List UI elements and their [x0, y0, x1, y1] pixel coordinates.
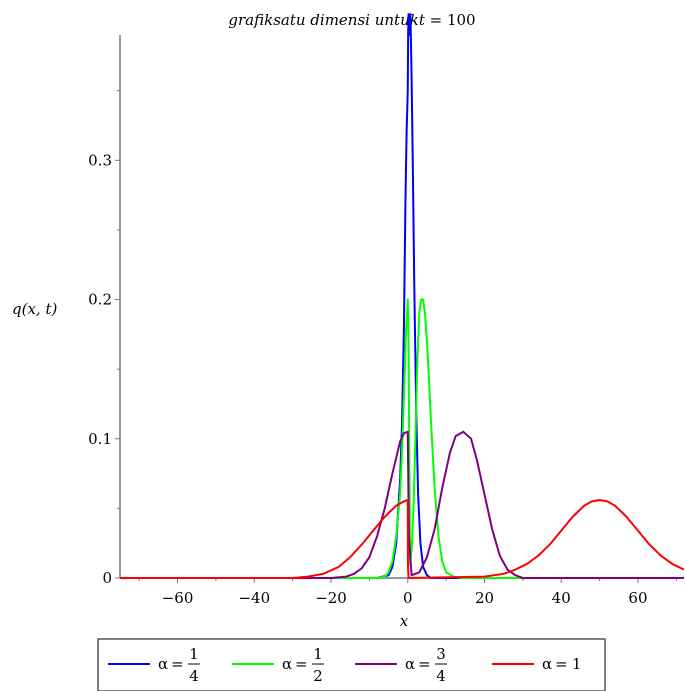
legend-denominator: 2	[313, 667, 323, 685]
legend-numerator: 3	[436, 645, 446, 663]
axes: −60 −40 −20 0 20 40 60 0 0.1 0.2 0.3	[88, 35, 684, 607]
legend-numerator: 1	[313, 645, 323, 663]
legend-items: α =14α =12α =34α = 1	[108, 645, 582, 685]
series-layer	[120, 13, 685, 579]
y-tick-label: 0	[102, 569, 112, 587]
legend-item: α = 1 2	[232, 645, 324, 685]
x-tick-label: −20	[315, 589, 347, 607]
legend-item: α = 1 4	[108, 645, 200, 685]
chart-title: grafiksatu dimensi untukt = 100	[228, 11, 475, 29]
series-line-3	[120, 430, 684, 579]
series-line-4	[120, 499, 685, 579]
legend-symbol: α	[405, 655, 415, 673]
chart-title-equals: =	[425, 11, 447, 29]
y-tick-label: 0.1	[88, 430, 112, 448]
legend: α =14α =12α =34α = 1	[97, 638, 606, 691]
series-line-2	[120, 298, 684, 579]
legend-symbol: α	[158, 655, 168, 673]
y-axis-title: q(x, t)	[12, 300, 57, 318]
series-line-1	[120, 13, 684, 579]
legend-symbol: α	[282, 655, 292, 673]
x-tick-label: −60	[162, 589, 194, 607]
legend-equals: =	[418, 655, 431, 673]
x-tick-label: 60	[628, 589, 647, 607]
x-tick-label: 40	[552, 589, 571, 607]
chart-title-italic: grafiksatu dimensi untukt	[228, 11, 425, 29]
x-tick-label: 0	[403, 589, 413, 607]
legend-item: α = 1	[492, 655, 582, 673]
y-tick-label: 0.3	[88, 151, 112, 169]
x-axis-title: x	[400, 612, 409, 630]
x-tick-label: −40	[238, 589, 270, 607]
legend-item: α = 3 4	[355, 645, 447, 685]
y-tick-label: 0.2	[88, 291, 112, 309]
legend-denominator: 4	[189, 667, 199, 685]
legend-value: 1	[572, 655, 582, 673]
legend-equals: =	[295, 655, 308, 673]
legend-equals: =	[555, 655, 568, 673]
legend-denominator: 4	[436, 667, 446, 685]
legend-symbol: α	[542, 655, 552, 673]
chart-title-value: 100	[447, 11, 476, 29]
legend-equals: =	[171, 655, 184, 673]
x-tick-label: 20	[475, 589, 494, 607]
legend-numerator: 1	[189, 645, 199, 663]
